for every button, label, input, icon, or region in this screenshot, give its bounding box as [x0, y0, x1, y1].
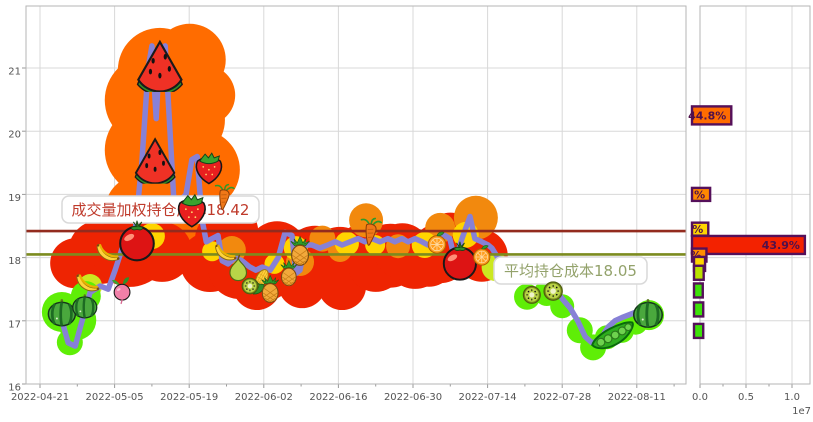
- volume-bar: [690, 186, 712, 203]
- clipped-content: [41, 23, 665, 361]
- volume-bar: [692, 301, 705, 318]
- kiwi-sticker: [522, 285, 541, 304]
- x-tick-label: 2022-07-28: [533, 392, 591, 403]
- volume-bar: [690, 105, 733, 126]
- x-tick-label: 2022-06-02: [235, 392, 293, 403]
- volume-x-tick-label: 0.0: [692, 392, 708, 403]
- volume-scale-label: 1e7: [792, 406, 811, 417]
- x-tick-label: 2022-06-16: [309, 392, 367, 403]
- x-tick-label: 2022-07-14: [459, 392, 517, 403]
- avg-cost-label: 平均持仓成本18.05: [504, 262, 637, 280]
- bar-label: %: [690, 249, 701, 262]
- price-panel-border: [25, 5, 687, 385]
- y-tick-label: 19: [8, 193, 21, 204]
- vwap-cost-label-box: [61, 195, 260, 224]
- volume-by-price-bars: 44.8%%% 43.9%%: [688, 105, 807, 340]
- y-tick-label: 17: [8, 319, 21, 330]
- y-tick-label: 21: [8, 67, 21, 78]
- axis-tick-labels: 2022-04-21 2022-05-05 2022-05-19 2022-06…: [8, 67, 811, 418]
- kiwi-sticker: [241, 277, 259, 295]
- kiwi-sticker: [543, 281, 563, 301]
- x-tick-label: 2022-05-05: [86, 392, 144, 403]
- volume-bar: [690, 234, 807, 256]
- volume-bar: [692, 282, 704, 299]
- bar-label: %: [692, 223, 703, 236]
- bar-label: 44.8%: [688, 109, 726, 122]
- volume-bar: [692, 322, 705, 340]
- avg-cost-label-box: [493, 256, 648, 285]
- y-tick-label: 16: [8, 383, 21, 394]
- bar-label: %: [694, 188, 705, 201]
- x-tick-label: 2022-05-19: [160, 392, 218, 403]
- y-tick-label: 20: [8, 130, 21, 141]
- volume-bar: [692, 264, 705, 281]
- x-tick-label: 2022-04-21: [11, 392, 69, 403]
- volume-x-tick-label: 0.5: [738, 392, 754, 403]
- y-tick-label: 18: [8, 256, 21, 267]
- volume-x-tick-label: 1.0: [784, 392, 800, 403]
- x-tick-label: 2022-08-11: [608, 392, 666, 403]
- x-tick-label: 2022-06-30: [384, 392, 442, 403]
- bar-label: 43.9%: [762, 239, 800, 252]
- volume-panel-border: [699, 5, 811, 385]
